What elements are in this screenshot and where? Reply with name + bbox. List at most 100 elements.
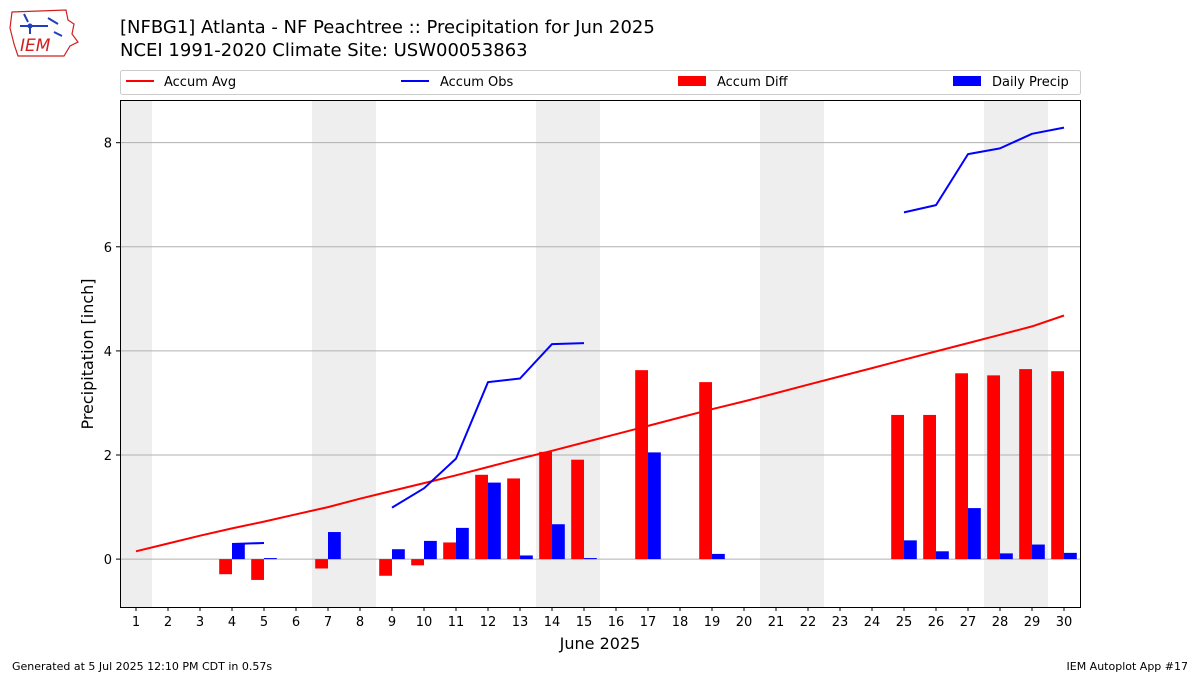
weekend-shading [120, 100, 1048, 607]
x-tick-label: 2 [164, 615, 172, 630]
legend-swatch-daily-precip [953, 76, 981, 86]
x-axis-label: June 2025 [559, 634, 641, 653]
accum-diff-bar [699, 382, 712, 560]
accum-obs-line [903, 126, 1065, 214]
x-tick-label: 14 [544, 615, 561, 630]
x-tick-label: 22 [800, 615, 817, 630]
y-tick-label: 6 [104, 241, 112, 256]
x-tick-label: 12 [480, 615, 497, 630]
chart-title: [NFBG1] Atlanta - NF Peachtree :: Precip… [120, 17, 655, 38]
x-tick-label: 27 [960, 615, 977, 630]
x-tick-label: 1 [132, 615, 140, 630]
y-axis-label: Precipitation [inch] [78, 278, 97, 429]
x-tick-label: 5 [260, 615, 268, 630]
x-tick-label: 18 [672, 615, 689, 630]
accum-diff-bar [571, 459, 584, 560]
daily-precip-bar [1064, 552, 1077, 560]
legend: Accum Avg Accum Obs Accum Diff Daily Pre… [120, 70, 1081, 95]
legend-box [120, 70, 1081, 95]
logo-text: IEM [20, 36, 51, 56]
x-tick-label: 20 [736, 615, 753, 630]
daily-precip-bar [936, 551, 949, 560]
x-tick-label: 8 [356, 615, 364, 630]
x-tick-label: 6 [292, 615, 300, 630]
x-tick-label: 16 [608, 615, 625, 630]
x-tick-label: 23 [832, 615, 849, 630]
daily-precip-bar [488, 482, 501, 560]
daily-precip-bar [1000, 553, 1013, 560]
accum-diff-bar [635, 370, 648, 560]
x-tick-label: 29 [1024, 615, 1041, 630]
x-tick-label: 13 [512, 615, 529, 630]
iem-logo: IEM [9, 9, 79, 57]
accum-diff-bar [539, 451, 552, 560]
x-tick-label: 17 [640, 615, 657, 630]
bars [219, 369, 1077, 580]
daily-precip-bar [584, 558, 597, 560]
x-tick-label: 15 [576, 615, 593, 630]
y-tick-label: 8 [104, 137, 112, 152]
accum-diff-bar [475, 474, 488, 560]
x-tick-label: 9 [388, 615, 396, 630]
y-tick-label: 4 [104, 345, 112, 360]
accum-diff-bar [1019, 369, 1032, 560]
daily-precip-bar [648, 452, 661, 560]
y-tick-label: 0 [104, 553, 112, 568]
legend-swatch-accum-diff [678, 76, 706, 86]
grid-lines [120, 142, 1080, 560]
x-tick-label: 7 [324, 615, 332, 630]
y-tick-label: 2 [104, 449, 112, 464]
daily-precip-bar [232, 544, 245, 560]
x-tick-label: 11 [448, 615, 465, 630]
legend-label-daily-precip: Daily Precip [992, 75, 1069, 90]
daily-precip-bar [392, 549, 405, 560]
lines [135, 126, 1065, 553]
legend-label-accum-obs: Accum Obs [440, 75, 513, 90]
x-tick-label: 10 [416, 615, 433, 630]
accum-avg-line [135, 314, 1065, 553]
daily-precip-bar [1032, 544, 1045, 560]
accum-diff-bar [923, 414, 936, 560]
daily-precip-bar [264, 558, 277, 560]
plot-frame [120, 100, 1081, 608]
accum-diff-bar [891, 414, 904, 560]
weekend-band [120, 100, 152, 607]
legend-label-accum-avg: Accum Avg [164, 75, 236, 90]
accum-diff-bar [987, 375, 1000, 560]
accum-diff-bar [955, 373, 968, 560]
legend-label-accum-diff: Accum Diff [717, 75, 789, 90]
daily-precip-bar [904, 540, 917, 560]
daily-precip-bar [552, 524, 565, 560]
x-tick-label: 21 [768, 615, 785, 630]
generated-note: Generated at 5 Jul 2025 12:10 PM CDT in … [12, 660, 273, 673]
x-tick-label: 19 [704, 615, 721, 630]
chart-subtitle: NCEI 1991-2020 Climate Site: USW00053863 [120, 40, 528, 61]
accum-diff-bar [443, 542, 456, 560]
accum-diff-bar [379, 559, 392, 576]
x-tick-label: 24 [864, 615, 881, 630]
accum-diff-bar [507, 478, 520, 560]
x-tick-label: 25 [896, 615, 913, 630]
x-tick-label: 3 [196, 615, 204, 630]
daily-precip-bar [712, 553, 725, 560]
accum-diff-bar [315, 559, 328, 569]
daily-precip-bar [456, 527, 469, 560]
daily-precip-bar [968, 508, 981, 560]
weather-station-icon [20, 13, 63, 37]
daily-precip-bar [328, 532, 341, 560]
accum-obs-line [231, 542, 265, 545]
x-tick-label: 28 [992, 615, 1009, 630]
app-note: IEM Autoplot App #17 [1066, 660, 1189, 673]
x-tick-label: 4 [228, 615, 236, 630]
accum-diff-bar [251, 559, 264, 580]
x-tick-label: 30 [1056, 615, 1073, 630]
accum-diff-bar [411, 559, 424, 566]
accum-diff-bar [219, 559, 232, 575]
accum-obs-line [391, 342, 585, 509]
daily-precip-bar [424, 540, 437, 560]
weekend-band [312, 100, 376, 607]
accum-diff-bar [1051, 371, 1064, 560]
weekend-band [760, 100, 824, 607]
